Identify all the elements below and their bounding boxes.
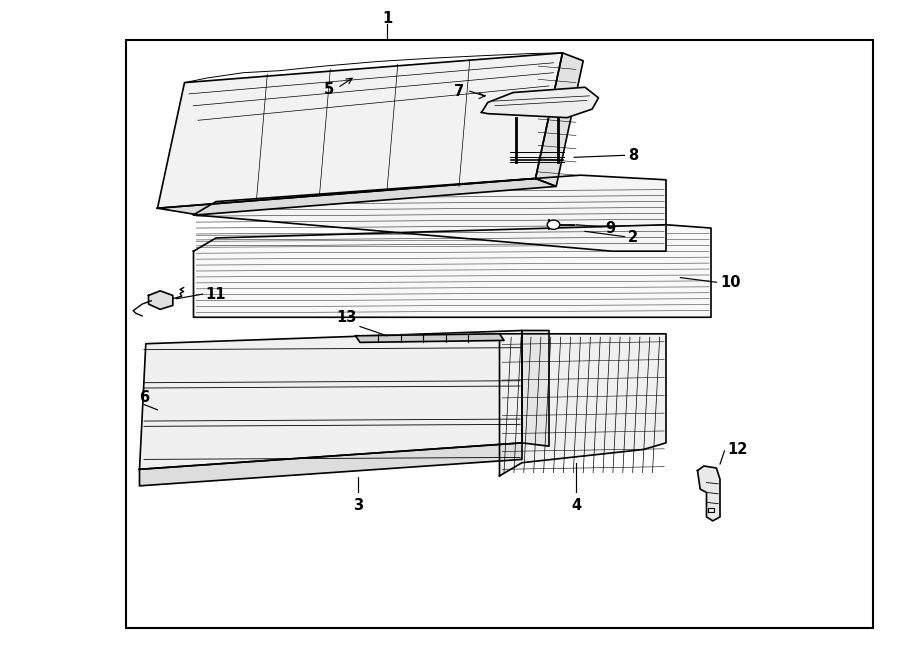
Polygon shape — [356, 334, 504, 342]
Text: 12: 12 — [727, 442, 748, 457]
Text: 6: 6 — [139, 391, 149, 405]
Polygon shape — [194, 175, 666, 251]
Polygon shape — [194, 225, 711, 317]
Text: 7: 7 — [454, 84, 464, 98]
Polygon shape — [158, 178, 556, 215]
Polygon shape — [158, 53, 562, 208]
Polygon shape — [698, 466, 720, 521]
Text: 8: 8 — [628, 148, 638, 163]
Polygon shape — [522, 330, 549, 446]
Text: 4: 4 — [571, 498, 581, 514]
Circle shape — [547, 220, 560, 229]
Polygon shape — [482, 87, 598, 118]
Bar — [126, 40, 873, 628]
Polygon shape — [140, 443, 522, 486]
Polygon shape — [536, 53, 583, 186]
Text: 2: 2 — [628, 231, 638, 245]
Text: 10: 10 — [720, 276, 741, 290]
Polygon shape — [500, 334, 666, 476]
Text: 9: 9 — [605, 221, 615, 235]
Text: 13: 13 — [337, 310, 356, 325]
Text: 11: 11 — [205, 287, 226, 301]
Text: 1: 1 — [382, 11, 392, 26]
Polygon shape — [148, 291, 173, 309]
Text: 5: 5 — [323, 82, 334, 97]
Text: 3: 3 — [353, 498, 364, 514]
Polygon shape — [140, 330, 522, 469]
